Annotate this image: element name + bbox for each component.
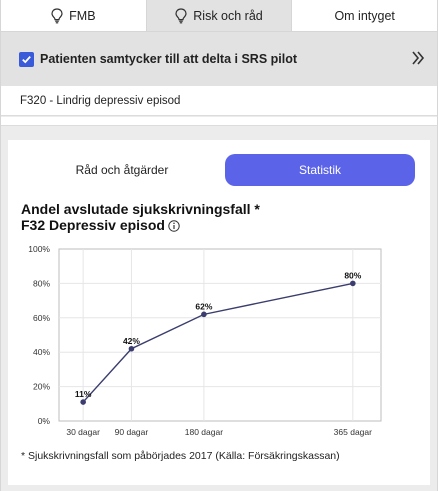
divider (1, 117, 437, 126)
series-line (82, 282, 353, 403)
tab-bar: FMB Risk och råd Om intyget (1, 0, 438, 32)
statistik-label: Statistik (298, 163, 341, 177)
chart-title-line2: F32 Depressiv episod (21, 217, 165, 233)
chart-title: Andel avslutade sjukskrivningsfall * F32… (21, 201, 260, 233)
tab-om-intyget[interactable]: Om intyget (292, 0, 438, 31)
consent-label: Patienten samtycker till att delta i SRS… (40, 52, 298, 66)
data-point (128, 345, 135, 352)
data-label: 11% (75, 389, 92, 399)
y-tick-label: 100% (28, 244, 50, 254)
x-tick-label: 180 dagar (185, 427, 223, 437)
data-point (80, 399, 86, 405)
diagnosis-row: F320 - Lindrig depressiv episod (1, 86, 437, 116)
data-label: 42% (123, 336, 140, 346)
line-chart: 0% 20% 40% 60% 80% 100% 30 dagar 90 dagar 180 da… (28, 244, 382, 437)
lightbulb-icon (51, 7, 63, 23)
checkmark-icon (22, 55, 31, 63)
statistics-card: Råd och åtgärder Statistik Andel avsluta… (8, 140, 430, 485)
diagnosis-text: F320 - Lindrig depressiv episod (20, 94, 181, 107)
double-chevron-right-icon[interactable] (411, 50, 425, 66)
y-tick-label: 60% (33, 313, 50, 323)
tab-risk-och-rad-label: Risk och råd (193, 8, 263, 23)
data-point (350, 280, 356, 287)
info-icon[interactable] (168, 220, 180, 232)
data-label: 80% (344, 270, 361, 280)
rad-och-atgarder-button[interactable]: Råd och åtgärder (23, 154, 221, 186)
rad-och-atgarder-label: Råd och åtgärder (75, 163, 169, 177)
y-tick-label: 80% (33, 278, 50, 288)
plot-area (58, 248, 382, 422)
y-tick-label: 40% (33, 347, 50, 357)
lightbulb-icon (175, 7, 187, 23)
chart-footnote: * Sjukskrivningsfall som påbörjades 2017… (21, 450, 340, 462)
x-tick-label: 90 dagar (115, 427, 149, 437)
tab-fmb-label: FMB (69, 8, 96, 23)
data-label: 62% (195, 301, 212, 311)
x-tick-label: 365 dagar (334, 427, 372, 437)
data-point (201, 311, 207, 318)
y-tick-label: 20% (33, 382, 50, 392)
statistik-button[interactable]: Statistik (225, 154, 415, 186)
tab-fmb[interactable]: FMB (1, 0, 147, 31)
x-tick-label: 30 dagar (66, 427, 100, 437)
tab-om-intyget-label: Om intyget (334, 8, 395, 23)
consent-bar: Patienten samtycker till att delta i SRS… (1, 32, 437, 86)
consent-checkbox[interactable] (19, 51, 34, 67)
chart-title-line1: Andel avslutade sjukskrivningsfall * (21, 201, 260, 217)
tab-risk-och-rad[interactable]: Risk och råd (146, 0, 293, 31)
y-tick-label: 0% (38, 416, 51, 426)
